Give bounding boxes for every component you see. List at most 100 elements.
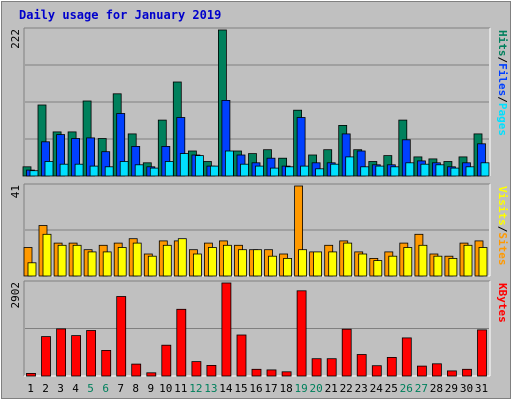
bar-sites-day-9: [147, 255, 157, 277]
bar-pages-day-25: [390, 166, 400, 177]
bar-kbytes-day-27: [416, 365, 427, 377]
bar-pages-day-20: [315, 168, 325, 177]
legend: Hits/Files/Pages: [496, 30, 509, 136]
day-label-31: 31: [475, 382, 488, 395]
bar-pages-day-13: [209, 165, 219, 177]
bar-sites-day-29: [448, 257, 458, 277]
day-labels: 1 2 3 4 5 6 7 8 9 10 11 12 13 14 15 16 17 18 19 20 21 22 23 24 2…: [27, 382, 488, 395]
day-label-12: 12: [189, 382, 202, 395]
bar-pages-day-5: [89, 165, 99, 177]
bar-pages-day-12: [194, 155, 204, 177]
day-label-4: 4: [72, 382, 79, 395]
bar-sites-day-21: [328, 251, 338, 277]
bar-kbytes-day-14: [221, 282, 232, 377]
day-label-23: 23: [355, 382, 368, 395]
bar-kbytes-day-31: [477, 329, 487, 377]
legend-separator: /: [496, 96, 509, 103]
legend-visits: Visits: [496, 186, 509, 226]
day-label-6: 6: [102, 382, 109, 395]
bar-pages-day-15: [240, 163, 249, 177]
bar-pages-day-28: [435, 164, 445, 177]
legend-sites: Sites: [496, 232, 509, 265]
day-label-15: 15: [234, 382, 247, 395]
panel-pages-files-hits: 222 Hits/Files/Pages: [9, 27, 509, 177]
legend-separator: /: [496, 226, 509, 233]
bar-kbytes-day-8: [131, 363, 142, 377]
bar-kbytes-day-3: [56, 328, 66, 377]
bar-pages-day-6: [104, 166, 114, 177]
bar-pages-day-9: [149, 167, 159, 177]
bar-kbytes-day-16: [251, 368, 262, 377]
day-label-14: 14: [219, 382, 233, 395]
bar-sites-day-10: [162, 244, 172, 277]
bar-sites-day-24: [373, 260, 383, 277]
bar-sites-day-12: [192, 253, 202, 277]
bar-pages-day-7: [119, 161, 129, 177]
bar-kbytes-day-18: [281, 371, 292, 377]
bar-sites-day-13: [207, 247, 217, 277]
bar-pages-day-22: [345, 156, 355, 177]
bar-pages-day-2: [44, 161, 54, 177]
bar-pages-day-26: [405, 162, 415, 177]
day-label-18: 18: [279, 382, 292, 395]
bar-kbytes-day-30: [462, 368, 472, 377]
bar-kbytes-day-22: [341, 328, 352, 377]
bar-kbytes-day-11: [176, 308, 187, 377]
bar-kbytes-day-23: [356, 354, 367, 377]
day-label-8: 8: [132, 382, 139, 395]
bar-kbytes-day-13: [206, 364, 217, 377]
bar-pages-day-30: [465, 166, 475, 177]
bar-kbytes-day-15: [236, 334, 247, 377]
bar-pages-day-17: [270, 167, 279, 177]
bar-kbytes-day-26: [401, 337, 412, 377]
bar-sites-day-11: [177, 238, 187, 277]
bar-sites-day-1: [27, 262, 37, 277]
bar-pages-day-10: [164, 161, 174, 177]
bar-sites-day-23: [358, 253, 368, 277]
day-label-30: 30: [460, 382, 473, 395]
bar-sites-day-30: [463, 244, 473, 277]
legend: KBytes: [496, 283, 509, 323]
bar-kbytes-day-7: [116, 296, 127, 377]
legend-pages: Pages: [496, 103, 509, 136]
day-label-1: 1: [27, 382, 34, 395]
bar-pages-day-23: [360, 166, 370, 177]
bar-sites-day-6: [102, 251, 112, 277]
bar-sites-day-27: [418, 244, 428, 277]
bar-sites-day-22: [343, 242, 353, 277]
panel-sites-visits: 41 Visits/Sites: [9, 183, 509, 277]
bar-kbytes-day-10: [161, 344, 172, 377]
bar-kbytes-day-19: [296, 290, 307, 377]
day-label-26: 26: [400, 382, 413, 395]
bar-pages-day-27: [420, 163, 430, 177]
bar-sites-day-3: [57, 244, 67, 277]
day-label-19: 19: [294, 382, 307, 395]
bar-kbytes-day-1: [26, 372, 36, 377]
bar-pages-day-8: [134, 164, 144, 177]
day-label-5: 5: [87, 382, 94, 395]
bar-kbytes-day-24: [371, 365, 382, 377]
day-label-7: 7: [117, 382, 124, 395]
bar-sites-day-2: [42, 233, 52, 277]
bar-sites-day-15: [238, 249, 247, 277]
bar-pages-day-18: [285, 166, 295, 177]
day-label-20: 20: [309, 382, 322, 395]
bar-kbytes-day-4: [71, 335, 81, 377]
bar-kbytes-day-6: [101, 349, 112, 377]
bar-sites-day-4: [72, 244, 82, 277]
day-label-28: 28: [430, 382, 443, 395]
day-label-13: 13: [204, 382, 217, 395]
bar-pages-day-31: [480, 162, 490, 177]
bar-pages-day-19: [300, 165, 310, 177]
day-label-9: 9: [147, 382, 154, 395]
bar-sites-day-25: [388, 255, 398, 277]
bar-kbytes-day-25: [386, 356, 397, 377]
y-max-label: 222: [9, 29, 22, 49]
bar-pages-day-1: [29, 170, 39, 177]
day-label-11: 11: [174, 382, 187, 395]
day-label-21: 21: [325, 382, 338, 395]
bar-pages-day-21: [330, 163, 340, 177]
